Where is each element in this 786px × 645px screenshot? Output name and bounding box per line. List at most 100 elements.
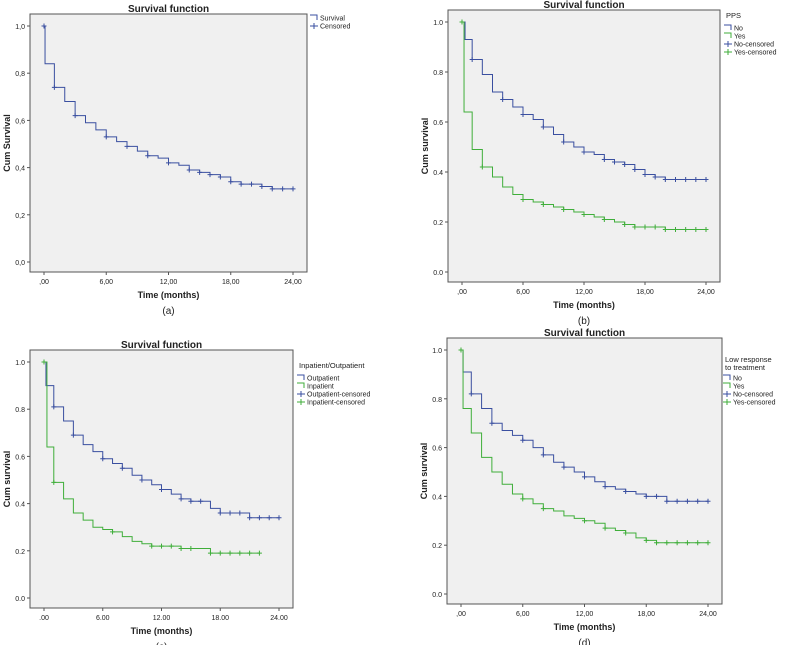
y-tick-label: 1.0	[15, 360, 25, 367]
y-tick-label: 0.8	[15, 407, 25, 414]
censor-mark	[652, 224, 658, 230]
censor-mark	[540, 452, 546, 458]
legend-entry: Yes	[734, 34, 746, 41]
censor-mark	[540, 202, 546, 207]
legend-swatch-censor	[297, 399, 305, 405]
censor-mark	[622, 222, 628, 227]
legend-swatch-censor	[724, 41, 732, 47]
censor-mark	[664, 498, 670, 504]
censor-mark	[145, 153, 151, 159]
legend-swatch-step	[723, 382, 731, 388]
censor-mark	[673, 227, 678, 232]
y-tick-label: 0.8	[432, 397, 442, 404]
censor-mark	[247, 550, 253, 556]
censor-mark	[662, 177, 668, 182]
censor-mark	[51, 479, 57, 485]
x-axis-label: Time (months)	[138, 290, 200, 300]
y-axis-label: Cum Survival	[2, 114, 12, 172]
censor-mark	[217, 174, 223, 180]
censor-mark	[664, 540, 670, 546]
x-tick-label: 12,00	[575, 289, 593, 296]
censor-mark	[643, 537, 649, 543]
legend-swatch-step	[724, 24, 732, 30]
x-tick-label: 18,00	[637, 611, 655, 618]
y-tick-label: 0.0	[15, 596, 25, 603]
censor-mark	[269, 186, 275, 192]
censor-mark	[632, 224, 638, 230]
censor-mark	[103, 134, 109, 140]
censor-mark	[149, 543, 155, 549]
legend: Inpatient/Outpatient OutpatientInpatientO…	[297, 361, 371, 407]
censor-mark	[695, 540, 701, 546]
censor-mark	[70, 432, 76, 438]
censor-mark	[178, 496, 184, 502]
censor-mark	[247, 515, 253, 521]
x-tick-label: 12,00	[576, 611, 594, 618]
censor-mark	[582, 518, 587, 524]
censor-mark	[458, 347, 464, 353]
censor-mark	[227, 550, 233, 556]
censor-mark	[654, 540, 660, 546]
censor-mark	[227, 510, 233, 516]
legend-entry: No	[734, 26, 743, 33]
x-tick-label: 12,00	[160, 279, 178, 286]
y-tick-label: 1.0	[432, 348, 442, 355]
censor-mark	[695, 498, 701, 504]
censor-mark	[110, 529, 116, 535]
censor-mark	[237, 550, 243, 556]
panel-label: (a)	[162, 306, 174, 317]
x-tick-label: ,00	[39, 279, 49, 286]
y-axis-label: Cum survival	[420, 118, 430, 175]
censor-mark	[540, 506, 546, 512]
censor-mark	[561, 464, 567, 470]
censor-mark	[623, 489, 629, 495]
panel-label: (c)	[156, 642, 168, 645]
censor-mark	[51, 84, 57, 90]
x-axis-label: Time (months)	[553, 300, 615, 310]
censor-mark	[188, 498, 194, 504]
censor-mark	[469, 57, 475, 62]
censor-mark	[612, 159, 617, 165]
panel-label: (b)	[578, 316, 590, 327]
censor-mark	[602, 525, 608, 531]
legend-entry: Yes	[733, 384, 745, 391]
legend-entry: Censored	[320, 24, 350, 31]
censor-mark	[601, 157, 607, 162]
legend-swatch-step	[297, 382, 305, 388]
y-tick-label: 0,6	[15, 118, 25, 125]
x-tick-label: 6,00	[99, 279, 113, 286]
censor-mark	[266, 515, 272, 521]
y-tick-label: 0.4	[433, 170, 443, 177]
panel-label: (d)	[578, 638, 590, 645]
censor-mark	[100, 456, 106, 462]
censor-mark	[693, 227, 699, 232]
censor-mark	[520, 496, 526, 502]
legend-entry: Yes-censored	[733, 400, 776, 407]
plot-area	[29, 13, 308, 273]
censor-mark	[178, 545, 184, 551]
plot-area	[29, 349, 294, 609]
censor-mark	[198, 498, 204, 504]
y-tick-label: 0.2	[15, 549, 25, 556]
x-tick-label: ,00	[457, 289, 467, 296]
x-axis-label: Time (months)	[554, 622, 616, 632]
censor-mark	[622, 162, 628, 167]
x-tick-label: 18,00	[222, 279, 240, 286]
censor-mark	[561, 139, 567, 145]
x-axis-label: Time (months)	[131, 626, 193, 636]
censor-mark	[581, 149, 587, 155]
y-axis-label: Cum survival	[419, 443, 429, 500]
chart-title: Survival function	[544, 328, 625, 339]
legend-swatch-step	[724, 32, 732, 38]
censor-mark	[684, 498, 690, 504]
y-tick-label: 1.0	[433, 20, 443, 27]
legend-swatch-censor	[724, 49, 732, 55]
legend-title: Inpatient/Outpatient	[299, 361, 365, 370]
plot-area	[446, 337, 723, 605]
censor-mark	[41, 23, 47, 29]
censor-mark	[693, 177, 699, 182]
legend-swatch-step	[297, 374, 305, 380]
censor-mark	[197, 169, 203, 175]
